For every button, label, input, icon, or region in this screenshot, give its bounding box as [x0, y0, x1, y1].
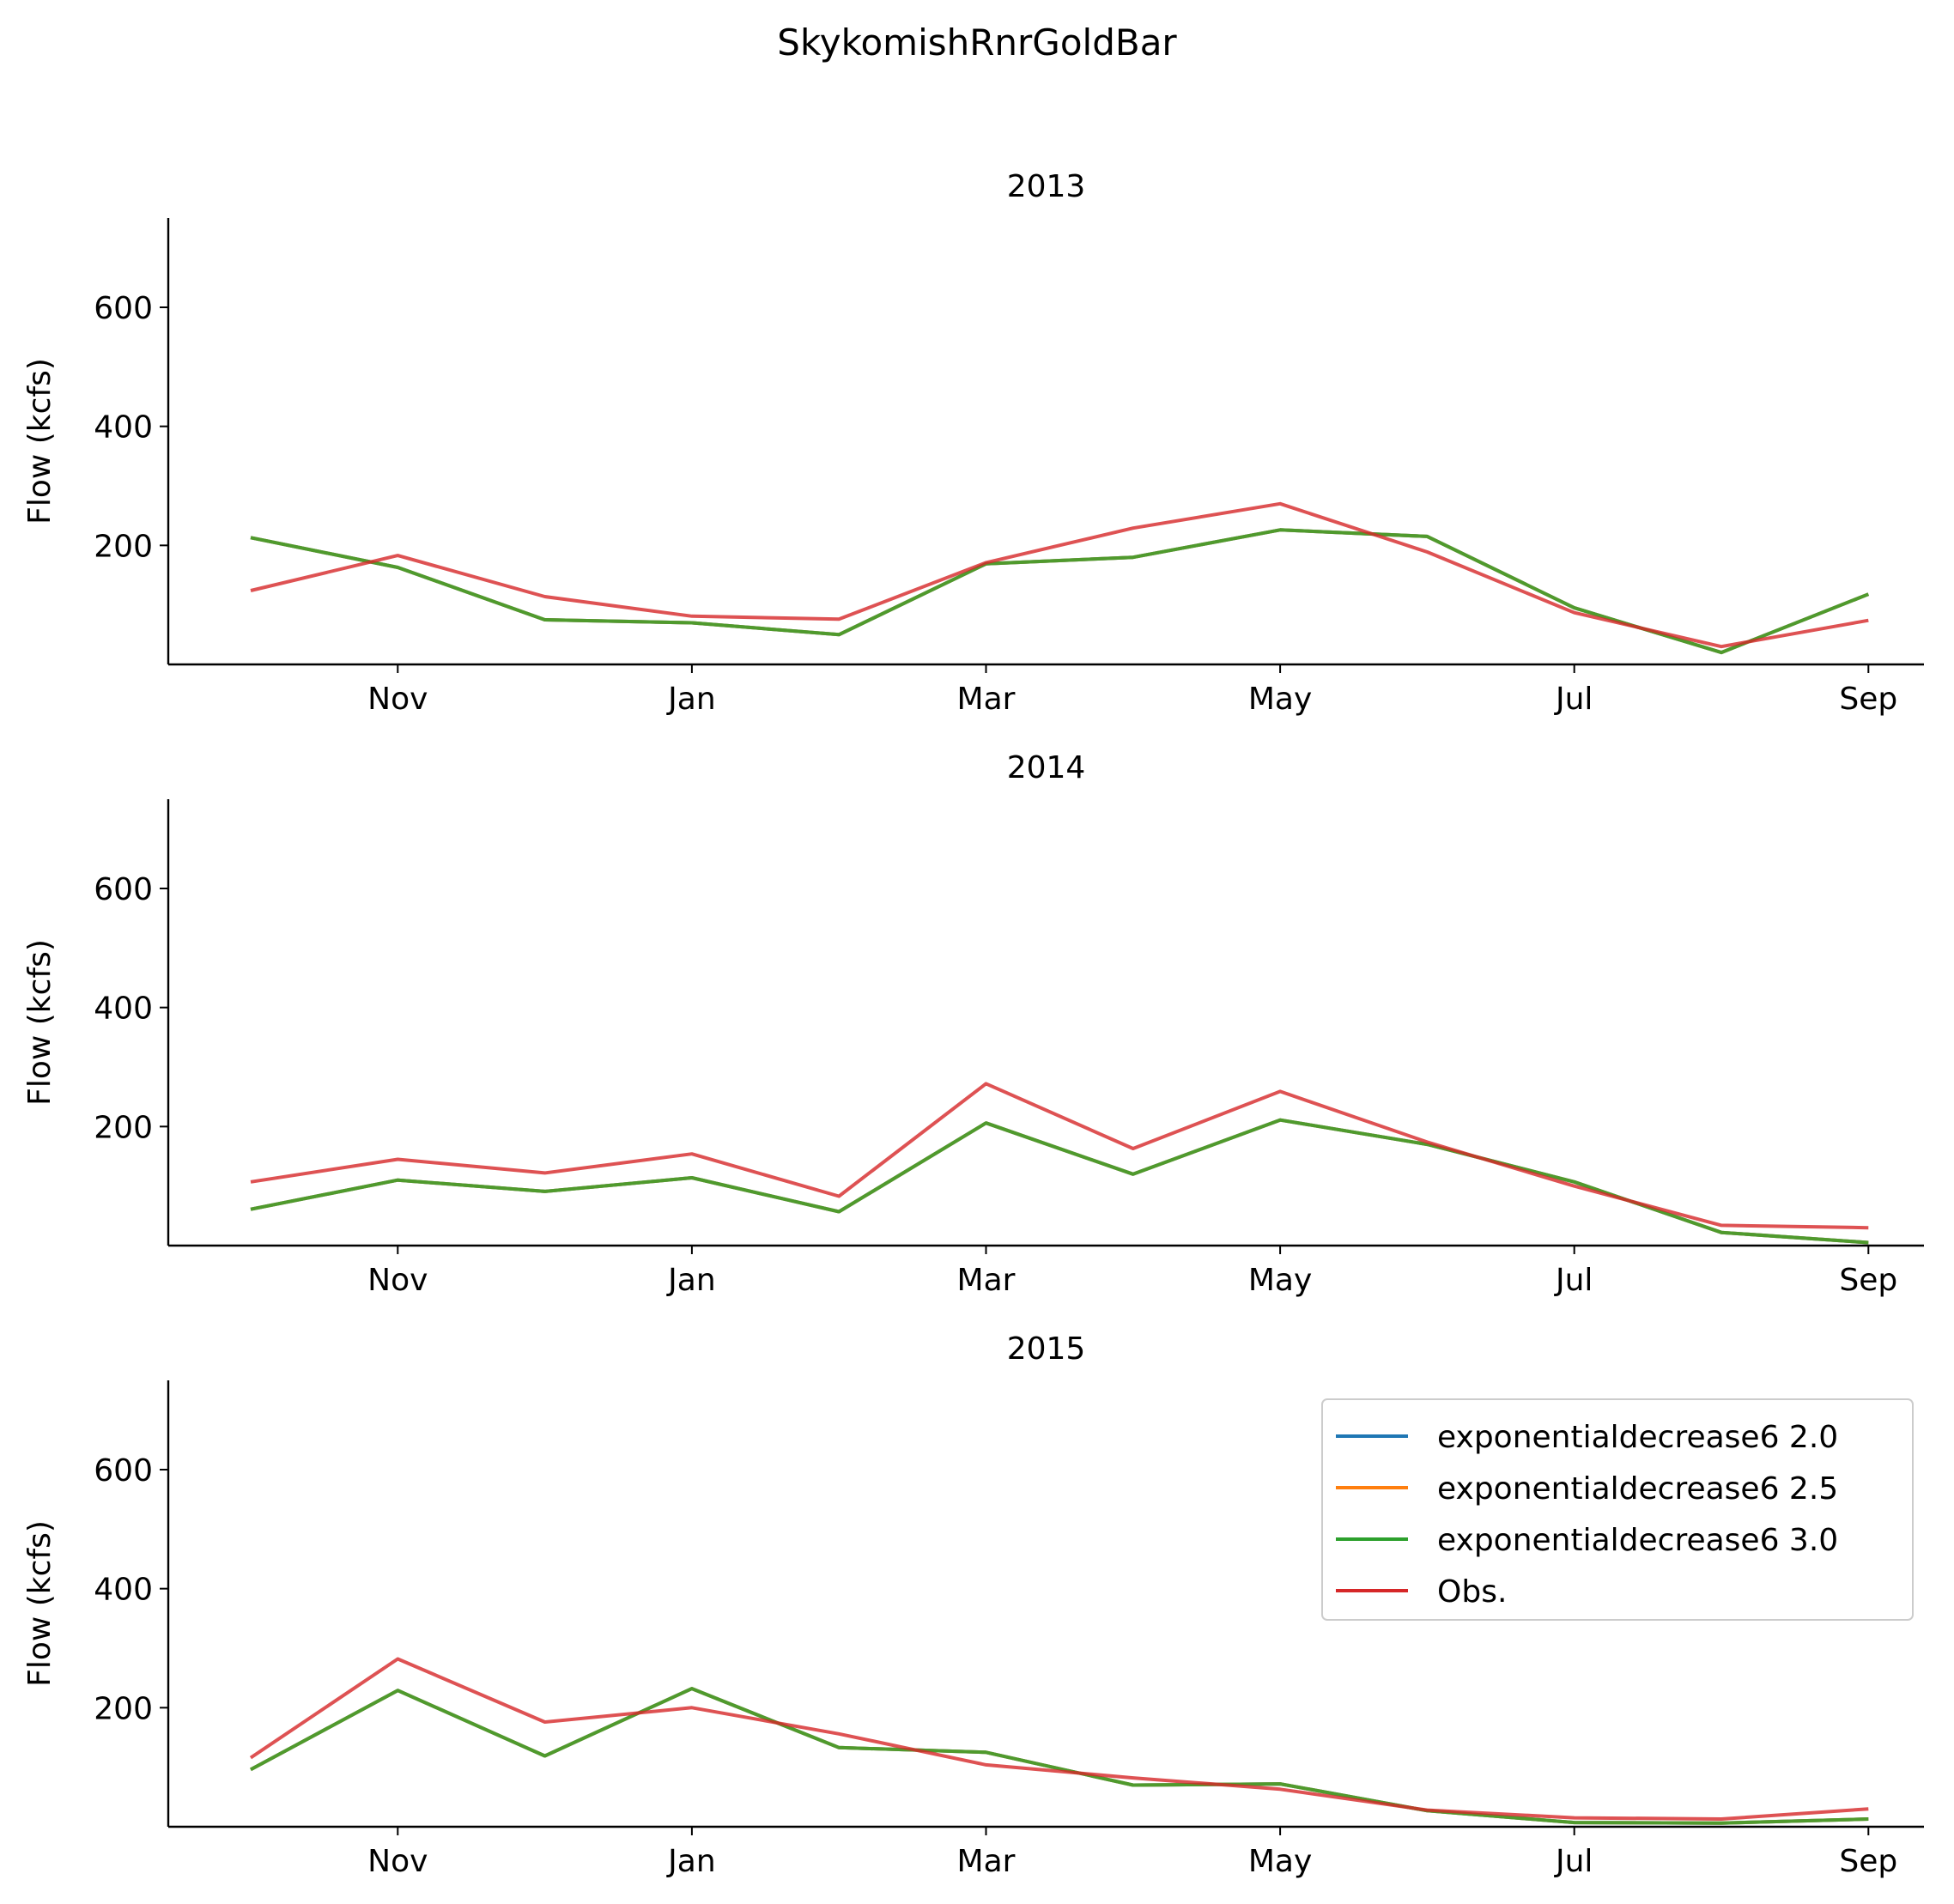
y-tick-label: 400: [94, 1573, 153, 1608]
y-tick-label: 400: [94, 410, 153, 446]
y-tick-label: 600: [94, 872, 153, 907]
x-tick-label: May: [1248, 1263, 1312, 1298]
subplot-2013: 2013 Flow (kcfs) 200 400 600 Nov Jan Mar May Jul S…: [22, 169, 1924, 717]
subplot-title: 2015: [1007, 1331, 1086, 1367]
x-tick-label: Mar: [957, 682, 1016, 717]
x-tick-label: Sep: [1839, 1844, 1897, 1879]
series-line-exponentialdecrease6-3-0: [250, 1687, 1869, 1825]
x-tick-label: Jul: [1554, 682, 1593, 717]
subplot-title: 2013: [1007, 169, 1086, 204]
series-line-exponentialdecrease6-3-0: [250, 1118, 1869, 1245]
legend-entry-label: Obs.: [1437, 1574, 1507, 1610]
legend-entry-label: exponentialdecrease6 3.0: [1437, 1523, 1838, 1558]
figure-title: SkykomishRnrGoldBar: [777, 21, 1177, 64]
x-tick-label: Mar: [957, 1844, 1016, 1879]
y-tick-label: 600: [94, 291, 153, 326]
x-tick-label: Nov: [367, 1844, 428, 1879]
series-line-obs-: [249, 1657, 1869, 1821]
series-line-obs-: [250, 501, 1869, 649]
x-tick-label: May: [1248, 682, 1312, 717]
y-tick-label: 600: [94, 1453, 153, 1489]
x-tick-label: Jan: [666, 682, 716, 717]
x-tick-label: Jul: [1554, 1844, 1593, 1879]
y-axis-label: Flow (kcfs): [22, 1520, 58, 1687]
y-tick-label: 400: [94, 991, 153, 1027]
subplots: 2013 Flow (kcfs) 200 400 600 Nov Jan Mar May Jul S…: [22, 169, 1924, 1879]
legend-frame: [1321, 1398, 1914, 1621]
x-tick-label: Jul: [1554, 1263, 1593, 1298]
x-tick-label: Mar: [957, 1263, 1016, 1298]
legend-entry-label: exponentialdecrease6 2.0: [1437, 1420, 1838, 1455]
x-tick-label: Nov: [367, 682, 428, 717]
x-tick-label: May: [1248, 1844, 1312, 1879]
y-axis-label: Flow (kcfs): [22, 358, 58, 525]
series-line-exponentialdecrease6-3-0: [250, 528, 1870, 655]
subplot-title: 2014: [1007, 750, 1086, 785]
x-tick-label: Nov: [367, 1263, 428, 1298]
y-tick-label: 200: [94, 1691, 153, 1726]
y-tick-label: 200: [94, 1110, 153, 1145]
legend: exponentialdecrease6 2.0 exponentialdecre…: [1321, 1398, 1914, 1621]
series-line-obs-: [250, 1082, 1869, 1230]
x-tick-label: Sep: [1839, 1263, 1897, 1298]
subplot-2015: 2015 Flow (kcfs) 200 400 600 Nov Jan Mar May Jul S…: [22, 1331, 1924, 1879]
legend-entry-label: exponentialdecrease6 2.5: [1437, 1471, 1838, 1507]
x-tick-label: Sep: [1839, 682, 1897, 717]
y-axis-label: Flow (kcfs): [22, 939, 58, 1106]
y-tick-label: 200: [94, 529, 153, 564]
x-tick-label: Jan: [666, 1844, 716, 1879]
x-tick-label: Jan: [666, 1263, 716, 1298]
subplot-2014: 2014 Flow (kcfs) 200 400 600 Nov Jan Mar May Jul S…: [22, 750, 1924, 1298]
